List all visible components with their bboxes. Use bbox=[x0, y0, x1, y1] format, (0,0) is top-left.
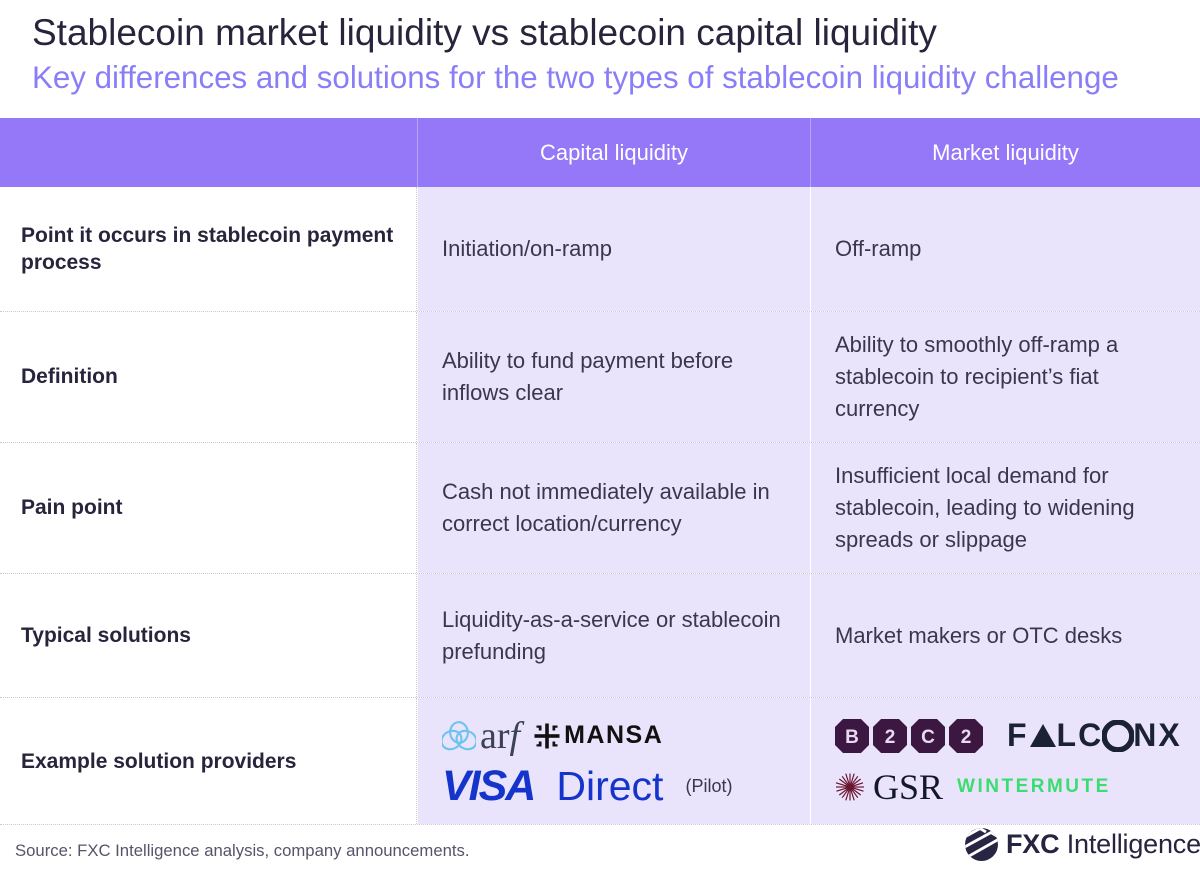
svg-text:C: C bbox=[921, 727, 935, 748]
svg-text:2: 2 bbox=[961, 727, 972, 748]
svg-text:2: 2 bbox=[885, 727, 896, 748]
svg-text:B: B bbox=[845, 727, 859, 748]
